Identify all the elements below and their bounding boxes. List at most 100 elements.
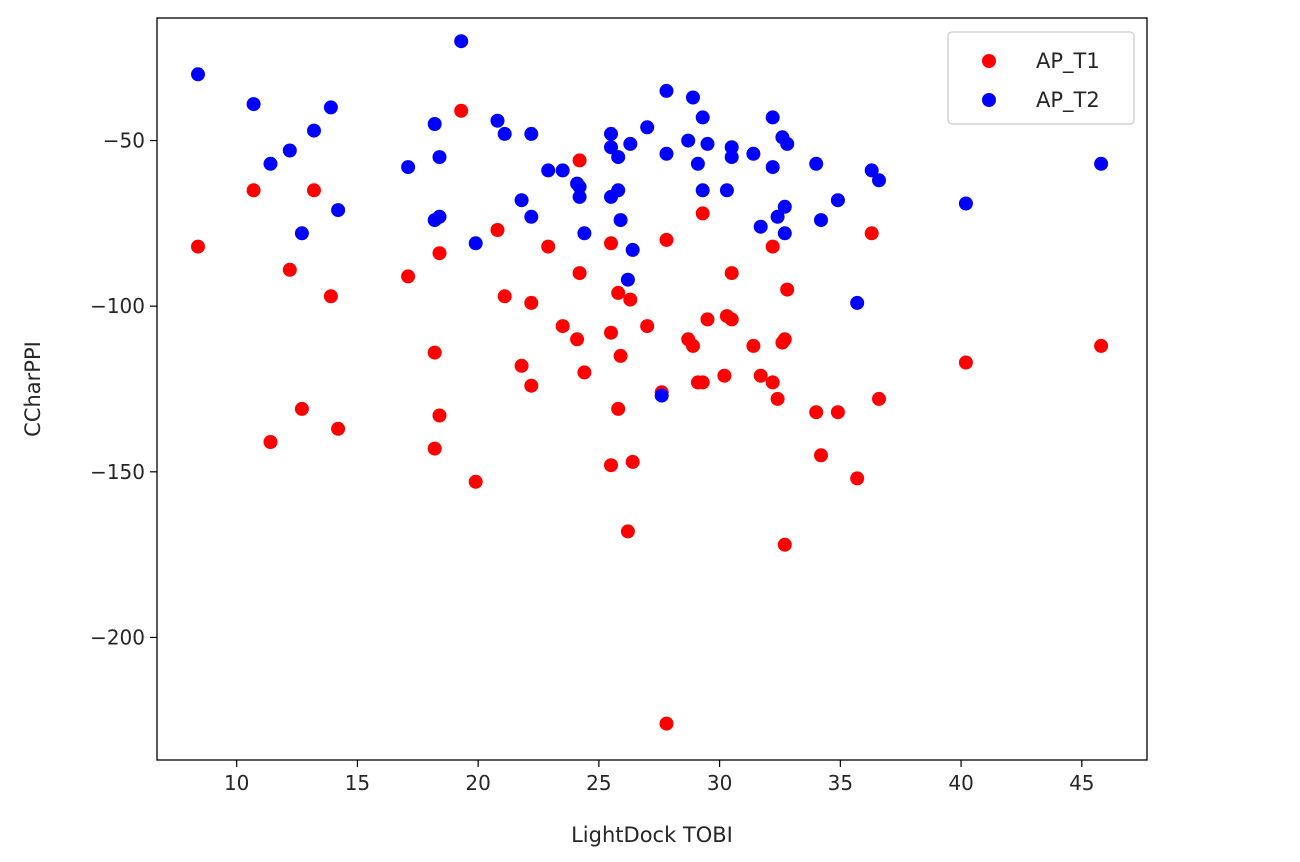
y-axis-label: CCharPPI (21, 341, 45, 437)
point-ap-t2 (770, 209, 785, 224)
plot-frame (156, 17, 1148, 761)
point-ap-t2 (625, 242, 640, 257)
point-ap-t2 (555, 163, 570, 178)
point-ap-t2 (282, 143, 297, 158)
point-ap-t2 (191, 67, 205, 82)
point-ap-t2 (690, 156, 705, 171)
point-ap-t2 (777, 199, 792, 214)
point-ap-t2 (604, 140, 618, 155)
point-ap-t1 (490, 223, 505, 237)
point-ap-t1 (604, 325, 618, 340)
point-ap-t1 (282, 262, 297, 277)
point-ap-t1 (604, 236, 618, 251)
point-ap-t1 (572, 266, 587, 281)
point-ap-t2 (604, 126, 618, 141)
point-ap-t1 (331, 421, 346, 436)
point-ap-t2 (524, 209, 539, 224)
legend-marker-ap-t2 (982, 93, 996, 107)
point-ap-t1 (572, 153, 587, 168)
point-ap-t2 (830, 193, 845, 208)
point-ap-t2 (746, 146, 761, 161)
point-ap-t1 (454, 103, 469, 118)
point-ap-t2 (263, 156, 278, 171)
point-ap-t1 (753, 368, 768, 383)
point-ap-t1 (695, 206, 710, 221)
point-ap-t1 (524, 378, 539, 393)
point-ap-t2 (497, 126, 512, 141)
point-ap-t1 (604, 458, 618, 473)
legend-label-ap-t2: AP_T2 (1036, 88, 1100, 113)
point-ap-t1 (777, 332, 792, 347)
point-ap-t1 (611, 285, 626, 300)
point-ap-t1 (307, 183, 321, 198)
point-ap-t1 (640, 319, 655, 334)
point-ap-t2 (490, 113, 505, 128)
point-ap-t2 (427, 117, 442, 131)
point-ap-t1 (625, 454, 640, 469)
legend: AP_T1 AP_T2 (947, 31, 1135, 125)
point-ap-t1 (717, 368, 732, 383)
point-ap-t2 (719, 183, 734, 198)
point-ap-t2 (577, 226, 592, 241)
y-tick-label: −100 (90, 294, 145, 318)
point-ap-t1 (765, 239, 780, 254)
point-ap-t1 (958, 355, 973, 370)
point-ap-t1 (432, 246, 447, 261)
point-ap-t2 (307, 123, 321, 138)
point-ap-t2 (753, 219, 768, 234)
x-tick-label: 35 (828, 771, 853, 795)
legend-label-ap-t1: AP_T1 (1036, 49, 1100, 74)
point-ap-t2 (541, 163, 556, 178)
legend-marker-ap-t1 (982, 54, 996, 68)
x-tick-label: 25 (586, 771, 611, 795)
point-ap-t2 (246, 97, 261, 112)
x-axis-ticks: 10 15 20 25 30 35 40 45 (224, 760, 1095, 795)
point-ap-t2 (724, 140, 739, 155)
point-ap-t2 (640, 120, 655, 135)
x-tick-label: 40 (948, 771, 973, 795)
point-ap-t1 (695, 375, 710, 390)
point-ap-t1 (659, 232, 674, 247)
point-ap-t2 (294, 226, 309, 241)
point-ap-t2 (623, 136, 638, 151)
point-ap-t2 (700, 136, 715, 151)
x-tick-label: 10 (224, 771, 249, 795)
x-axis-label: LightDock TOBI (571, 823, 733, 847)
point-ap-t2 (814, 213, 828, 228)
point-ap-t1 (323, 289, 338, 304)
point-ap-t1 (432, 408, 447, 423)
point-ap-t2 (654, 388, 669, 403)
point-ap-t1 (830, 405, 845, 420)
point-ap-t1 (765, 375, 780, 390)
point-ap-t1 (427, 345, 442, 360)
point-ap-t1 (468, 474, 483, 489)
point-ap-t1 (294, 401, 309, 416)
point-ap-t2 (572, 189, 587, 204)
point-ap-t1 (623, 292, 638, 307)
y-tick-label: −200 (90, 625, 145, 649)
point-ap-t1 (780, 282, 795, 297)
point-ap-t2 (958, 196, 973, 211)
point-ap-t2 (401, 160, 416, 175)
point-ap-t2 (432, 209, 447, 224)
point-ap-t1 (514, 358, 529, 373)
point-ap-t2 (432, 150, 447, 165)
point-ap-t1 (872, 391, 886, 406)
point-ap-t1 (263, 435, 278, 449)
point-ap-t2 (695, 183, 710, 198)
point-ap-t2 (695, 110, 710, 125)
point-ap-t2 (809, 156, 824, 171)
point-ap-t1 (613, 348, 628, 363)
x-tick-label: 20 (465, 771, 490, 795)
point-ap-t1 (541, 239, 556, 254)
point-ap-t2 (611, 150, 626, 165)
x-tick-label: 15 (345, 771, 370, 795)
point-ap-t1 (770, 391, 785, 406)
point-ap-t1 (746, 338, 761, 353)
point-ap-t2 (514, 193, 529, 208)
point-ap-t2 (780, 136, 795, 151)
point-ap-t1 (524, 295, 539, 310)
point-ap-t1 (246, 183, 261, 198)
point-ap-t2 (765, 110, 780, 125)
point-ap-t2 (613, 213, 628, 228)
